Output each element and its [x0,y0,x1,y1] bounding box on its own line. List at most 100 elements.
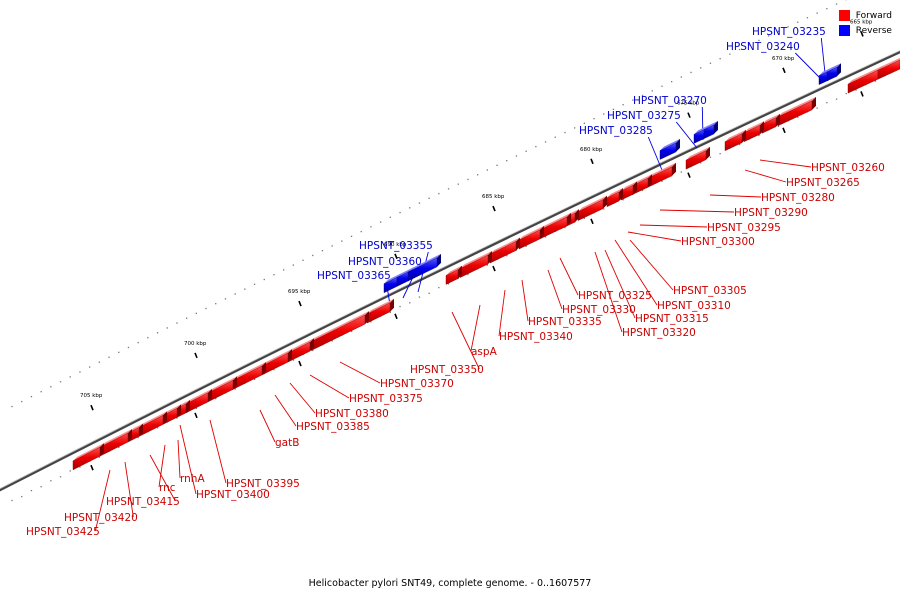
gene-label-hpsnt-03270[interactable]: HPSNT_03270 [633,95,707,107]
minor-tick-dot [467,273,469,276]
forward-gene[interactable] [459,251,492,278]
gene-top-face [762,113,780,125]
gene-top-face [878,57,900,71]
minor-tick-dot [166,327,168,329]
minor-tick-dot [845,92,847,95]
gene-label-hpsnt-03380[interactable]: HPSNT_03380 [315,408,389,420]
forward-gene[interactable] [877,56,900,80]
minor-tick-dot [641,189,644,192]
gene-label-hpsnt-03295[interactable]: HPSNT_03295 [707,222,781,234]
reverse-gene[interactable] [407,253,441,282]
forward-gene[interactable] [724,129,746,152]
gene-label-aspa[interactable]: aspA [471,346,498,358]
gene-label-hpsnt-03240[interactable]: HPSNT_03240 [726,41,800,53]
forward-gene[interactable] [138,411,167,437]
gene-label-hpsnt-03320[interactable]: HPSNT_03320 [622,327,696,339]
gene-side-face [262,361,266,375]
forward-gene[interactable] [685,146,710,170]
forward-gene[interactable] [99,429,132,457]
minor-tick-dot [205,307,207,310]
minor-tick-dot [641,94,644,97]
forward-gene[interactable] [207,376,237,403]
gene-label-hpsnt-03305[interactable]: HPSNT_03305 [673,285,747,297]
gene-label-hpsnt-03325[interactable]: HPSNT_03325 [578,290,652,302]
gene-label-hpsnt-03400[interactable]: HPSNT_03400 [196,489,270,501]
gene-label-hpsnt-03315[interactable]: HPSNT_03315 [635,313,709,325]
minor-tick-dot [263,278,265,281]
minor-tick-dot [855,89,857,91]
gene-label-hpsnt-03385[interactable]: HPSNT_03385 [296,421,370,433]
forward-gene[interactable] [539,212,571,240]
gene-label-hpsnt-03420[interactable]: HPSNT_03420 [64,512,138,524]
gene-label-hpsnt-03300[interactable]: HPSNT_03300 [681,236,755,248]
forward-gene[interactable] [620,181,637,201]
gene-label-hpsnt-03370[interactable]: HPSNT_03370 [380,378,454,390]
gene-label-hpsnt-03275[interactable]: HPSNT_03275 [607,110,681,122]
minor-tick-dot [399,305,401,308]
minor-tick-dot [50,386,52,388]
gene-label-rnha[interactable]: rnhA [180,473,205,485]
gene-label-hpsnt-03425[interactable]: HPSNT_03425 [26,526,100,538]
forward-gene[interactable] [606,188,623,208]
gene-label-hpsnt-03365[interactable]: HPSNT_03365 [317,270,391,282]
gene-top-face [186,388,212,404]
gene-front-face [407,257,438,282]
gene-label-hpsnt-03335[interactable]: HPSNT_03335 [528,316,602,328]
forward-gene[interactable] [72,443,104,471]
gene-label-hpsnt-03310[interactable]: HPSNT_03310 [657,300,731,312]
gene-label-hpsnt-03395[interactable]: HPSNT_03395 [226,478,300,490]
minor-tick-dot [835,98,838,100]
forward-gene[interactable] [231,361,266,391]
minor-tick-dot [98,456,100,458]
gene-label-hpsnt-03360[interactable]: HPSNT_03360 [348,256,422,268]
gene-label-rnc[interactable]: rnc [159,482,176,494]
genome-backbone-highlight [0,50,900,489]
minor-tick-dot [438,192,440,195]
reverse-gene[interactable] [659,138,680,160]
minor-tick-dot [709,156,712,158]
forward-gene[interactable] [847,66,882,94]
leader-line [309,374,350,399]
gene-label-hpsnt-03235[interactable]: HPSNT_03235 [752,26,826,38]
gene-label-hpsnt-03375[interactable]: HPSNT_03375 [349,393,423,405]
forward-gene[interactable] [310,311,369,351]
gene-label-gatb[interactable]: gatB [275,437,299,449]
gene-label-hpsnt-03415[interactable]: HPSNT_03415 [106,496,180,508]
minor-tick-dot [506,159,508,162]
gene-top-face [139,411,167,428]
gene-label-hpsnt-03340[interactable]: HPSNT_03340 [499,331,573,343]
forward-gene[interactable] [518,225,544,250]
gene-label-hpsnt-03350[interactable]: HPSNT_03350 [410,364,484,376]
gene-label-hpsnt-03330[interactable]: HPSNT_03330 [562,304,636,316]
leader-line [259,409,276,443]
forward-gene[interactable] [366,298,394,324]
gene-label-hpsnt-03355[interactable]: HPSNT_03355 [359,240,433,252]
gene-label-hpsnt-03265[interactable]: HPSNT_03265 [786,177,860,189]
label-leader-lines [94,37,826,532]
forward-gene[interactable] [489,237,520,264]
minor-tick-dot [525,245,527,247]
gene-label-hpsnt-03280[interactable]: HPSNT_03280 [761,192,835,204]
minor-tick-dot [835,3,838,5]
forward-gene[interactable] [577,195,607,221]
leader-line [594,251,623,333]
gene-label-hpsnt-03285[interactable]: HPSNT_03285 [579,125,653,137]
gene-label-hpsnt-03260[interactable]: HPSNT_03260 [811,162,885,174]
minor-tick-dot [312,349,314,352]
minor-tick-dot [137,341,139,344]
kbp-tick-mark [687,112,691,118]
forward-gene[interactable] [185,388,212,414]
minor-tick-dot [331,340,333,342]
forward-gene[interactable] [445,265,462,285]
minor-tick-dot [583,122,585,124]
forward-gene[interactable] [761,113,780,134]
minor-tick-dot [486,264,488,266]
forward-gene[interactable] [261,349,292,376]
gene-side-face [776,113,780,127]
reverse-gene[interactable] [703,120,718,139]
reverse-gene[interactable] [826,63,841,82]
gene-top-face [686,146,710,161]
gene-label-hpsnt-03290[interactable]: HPSNT_03290 [734,207,808,219]
minor-tick-dot [69,470,71,472]
